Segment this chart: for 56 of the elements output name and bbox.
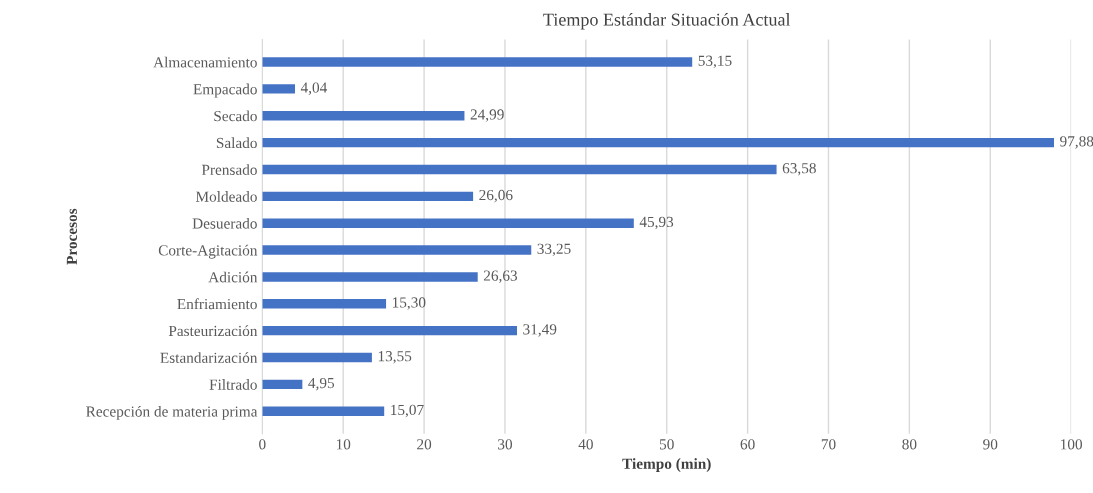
y-tick-label: Corte-Agitación (158, 244, 258, 259)
bar (262, 299, 387, 309)
x-tick-label: 90 (983, 439, 998, 450)
x-tick-label: 80 (902, 439, 917, 450)
bar (262, 137, 1054, 148)
x-tick-label: 70 (821, 439, 836, 450)
y-tick-label: Empacado (193, 83, 257, 98)
x-tick-label: 100 (1061, 439, 1083, 450)
y-tick-label: Secado (214, 110, 257, 122)
data-label: 31,49 (523, 324, 557, 337)
bar (262, 84, 295, 94)
data-label: 13,55 (378, 351, 412, 364)
x-axis-title: Tiempo (min) (622, 458, 711, 472)
data-label: 26,06 (479, 189, 513, 203)
y-axis-title: Procesos (66, 208, 77, 265)
bar (262, 272, 478, 282)
y-tick-label: Recepción de materia prima (86, 405, 258, 420)
bar (262, 379, 303, 390)
data-label: 45,93 (639, 216, 674, 230)
data-label: 97,88 (1060, 136, 1093, 149)
data-label: 4,04 (300, 82, 328, 95)
x-tick-label: 60 (740, 439, 755, 450)
bar (262, 191, 474, 202)
x-tick-label: 40 (578, 439, 593, 450)
y-tick-label: Pasteurización (168, 325, 258, 337)
x-tick-label: 0 (259, 439, 266, 450)
y-tick-label: Desuerado (192, 217, 257, 229)
bar (262, 245, 532, 255)
y-tick-label: Filtrado (209, 379, 257, 390)
data-label: 33,25 (537, 243, 571, 257)
data-label: 15,30 (392, 297, 426, 310)
x-tick-label: 50 (659, 439, 674, 450)
bar (262, 164, 777, 175)
bar (262, 406, 385, 416)
x-tick-label: 20 (417, 439, 432, 450)
y-tick-label: Almacenamiento (153, 56, 257, 68)
y-tick-label: Adición (208, 271, 258, 283)
y-tick-label: Salado (216, 137, 257, 149)
bar (262, 57, 693, 67)
data-label: 26,63 (483, 270, 518, 283)
y-tick-label: Enfriamiento (177, 298, 257, 310)
y-tick-label: Prensado (201, 164, 257, 175)
y-tick-label: Moldeado (195, 191, 257, 202)
bar (262, 325, 518, 336)
data-label: 15,07 (391, 404, 424, 418)
data-label: 63,58 (782, 163, 816, 176)
bar (262, 111, 465, 121)
data-label: 53,15 (698, 55, 732, 69)
chart-title: Tiempo Estándar Situación Actual (543, 13, 791, 30)
bar (262, 218, 634, 228)
x-tick-label: 30 (498, 439, 513, 450)
data-label: 4,95 (308, 377, 335, 391)
data-label: 24,99 (470, 109, 504, 122)
x-tick-label: 10 (336, 439, 351, 450)
bar (262, 352, 372, 363)
y-tick-label: Estandarización (160, 352, 258, 363)
